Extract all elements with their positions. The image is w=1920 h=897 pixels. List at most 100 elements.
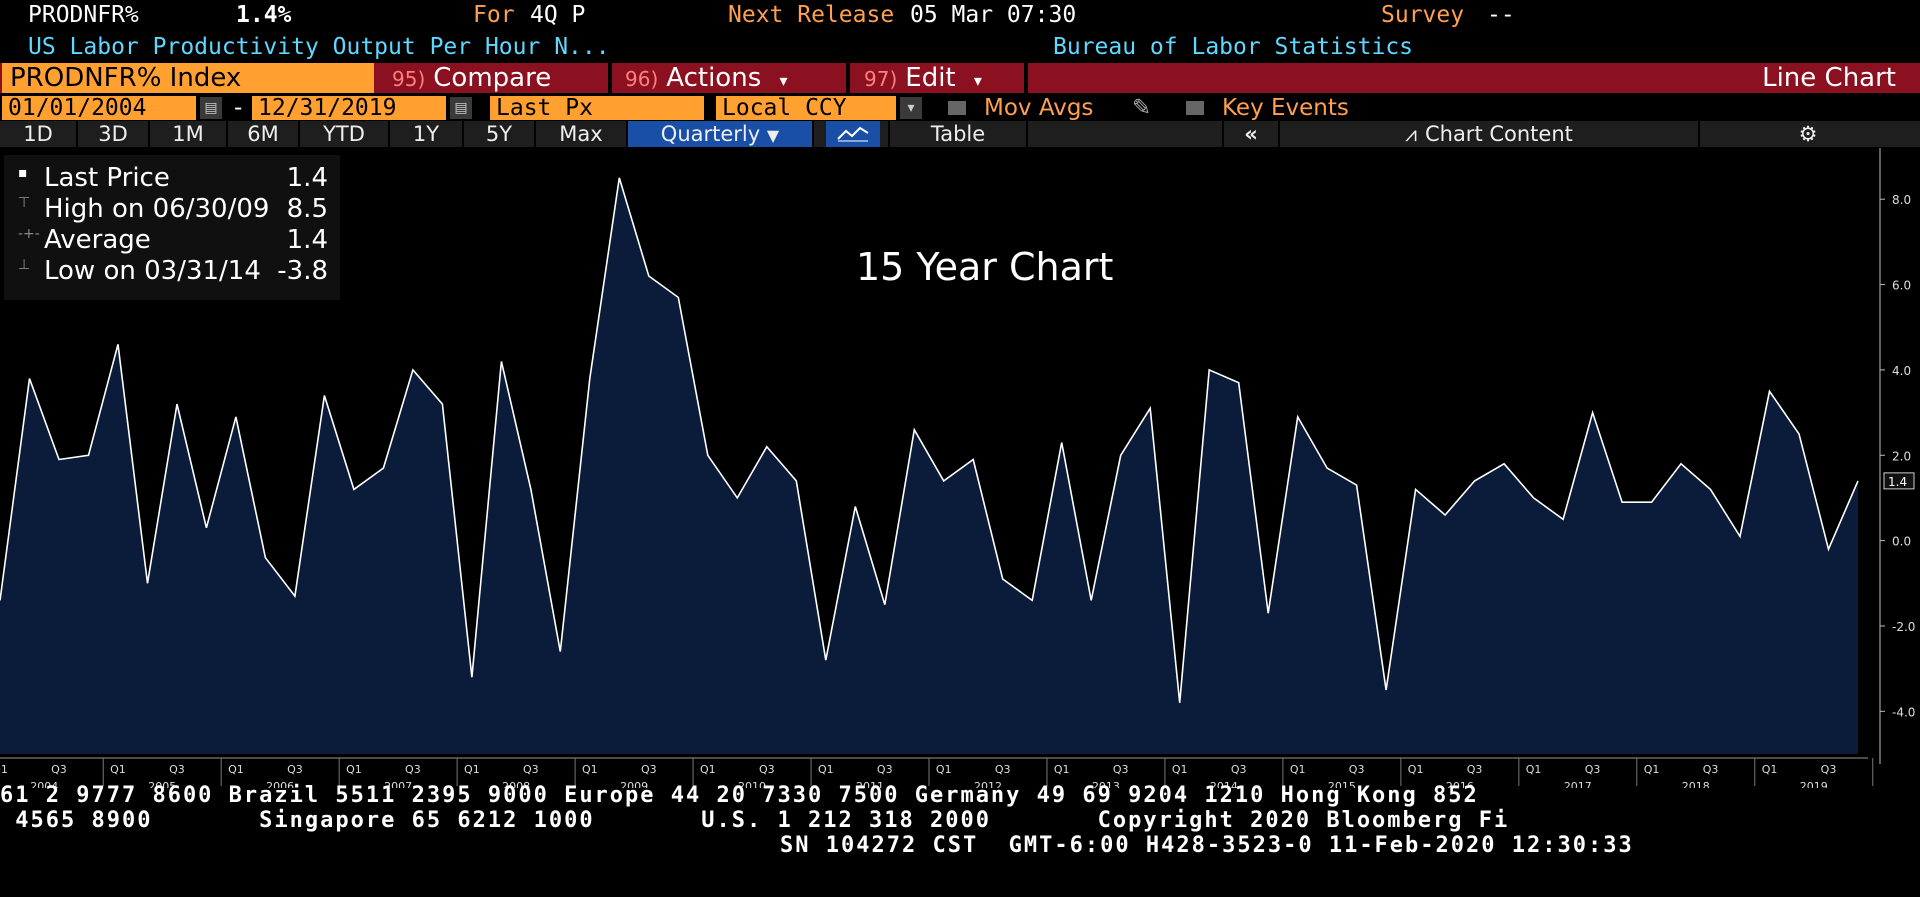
currency-select[interactable]: Local CCY: [716, 96, 896, 120]
quarter-label: Q1: [1644, 763, 1660, 776]
range-1y[interactable]: 1Y: [412, 122, 440, 146]
quarter-label: Q1: [1408, 763, 1424, 776]
quarter-label: Q3: [1703, 763, 1719, 776]
quarter-label: Q1: [464, 763, 480, 776]
calendar-icon[interactable]: ▤: [450, 97, 472, 119]
range-1m[interactable]: 1M: [172, 122, 204, 146]
actions-label: Actions: [666, 63, 762, 93]
actions-button[interactable]: 96) Actions ▾: [625, 63, 788, 93]
legend-low-label: Low on 03/31/14: [44, 256, 261, 286]
table-button[interactable]: Table: [930, 122, 986, 146]
gear-icon[interactable]: ⚙: [1798, 122, 1818, 146]
quarter-label: Q1: [582, 763, 598, 776]
security-field[interactable]: PRODNFR% Index: [2, 63, 374, 93]
quarter-label: Q3: [877, 763, 893, 776]
mov-avgs-checkbox[interactable]: [948, 101, 966, 115]
quarter-label: Q3: [759, 763, 775, 776]
quarter-label: Q3: [995, 763, 1011, 776]
year-label: 2008: [502, 780, 530, 788]
frequency-select[interactable]: Quarterly ▼: [628, 121, 812, 147]
chart-content-button[interactable]: ⩘ Chart Content: [1280, 121, 1698, 147]
start-date-input[interactable]: 01/01/2004: [2, 96, 196, 120]
range-ytd[interactable]: YTD: [323, 122, 365, 146]
description-row: US Labor Productivity Output Per Hour N.…: [0, 32, 1920, 62]
frequency-label: Quarterly: [660, 122, 761, 146]
mov-avgs-label: Mov Avgs: [984, 95, 1094, 121]
survey-label: Survey: [1381, 2, 1465, 28]
key-events-checkbox[interactable]: [1186, 101, 1204, 115]
year-label: 2011: [856, 780, 884, 788]
year-label: 2015: [1328, 780, 1356, 788]
price-field-select[interactable]: Last Px: [490, 96, 704, 120]
date-range-dash: -: [234, 95, 243, 121]
calendar-icon[interactable]: ▤: [200, 97, 222, 119]
y-tick-label: 6.0: [1892, 279, 1911, 293]
edit-number: 97): [864, 67, 898, 91]
next-release-value: 05 Mar 07:30: [910, 2, 1077, 28]
range-6m[interactable]: 6M: [247, 122, 279, 146]
last-value-label: 1.4: [1888, 475, 1907, 489]
year-label: 2005: [148, 780, 176, 788]
chevron-down-icon: ▾: [973, 71, 982, 90]
quarter-label: Q1: [936, 763, 952, 776]
range-5y[interactable]: 5Y: [485, 122, 513, 146]
quarter-label: Q3: [169, 763, 185, 776]
year-label: 2010: [738, 780, 766, 788]
year-label: 2009: [620, 780, 648, 788]
year-label: 2017: [1564, 780, 1592, 788]
series-line: [0, 177, 1859, 703]
year-label: 2012: [974, 780, 1002, 788]
quarter-label: Q1: [700, 763, 716, 776]
line-chart-icon[interactable]: [826, 121, 880, 147]
quarter-label: Q3: [287, 763, 303, 776]
y-tick-label: 2.0: [1892, 449, 1911, 463]
quarter-label: Q1: [1054, 763, 1070, 776]
range-1d[interactable]: 1D: [23, 122, 53, 146]
legend-average-icon: -+-: [18, 226, 40, 242]
legend-high-value: 8.5: [286, 194, 328, 224]
period-label: For: [473, 2, 515, 28]
quarter-label: Q1: [346, 763, 362, 776]
legend-high-icon: ⊤: [18, 195, 31, 211]
quarter-label: Q3: [641, 763, 657, 776]
quarter-label: Q3: [1821, 763, 1837, 776]
key-events-label: Key Events: [1222, 95, 1349, 121]
chart-legend: ▪ Last Price 1.4 ⊤ High on 06/30/09 8.5 …: [4, 155, 340, 300]
quarter-label: Q1: [0, 763, 8, 776]
y-tick-label: -2.0: [1892, 620, 1915, 634]
last-value-tag: [1883, 472, 1915, 490]
range-max[interactable]: Max: [559, 122, 603, 146]
end-date-input[interactable]: 12/31/2019: [252, 96, 446, 120]
quarter-label: Q1: [818, 763, 834, 776]
security-description: US Labor Productivity Output Per Hour N.…: [28, 34, 610, 60]
survey-value: --: [1487, 2, 1515, 28]
quarter-label: Q3: [1231, 763, 1247, 776]
range-3d[interactable]: 3D: [98, 122, 128, 146]
chevron-down-icon[interactable]: ▾: [900, 97, 922, 119]
legend-last-price-value: 1.4: [286, 163, 328, 193]
year-label: 2006: [266, 780, 294, 788]
year-label: 2019: [1800, 780, 1828, 788]
collapse-icon[interactable]: «: [1244, 122, 1258, 146]
quarter-label: Q1: [1762, 763, 1778, 776]
compare-button[interactable]: 95) Compare: [392, 63, 551, 93]
chart-content-icon: ⩘: [1405, 122, 1417, 146]
edit-button[interactable]: 97) Edit ▾: [864, 63, 982, 93]
y-tick-label: 4.0: [1892, 364, 1911, 378]
data-source: Bureau of Labor Statistics: [1053, 34, 1414, 60]
quote-header: PRODNFR% 1.4% For 4Q P Next Release 05 M…: [0, 0, 1920, 30]
chart-title: 15 Year Chart: [856, 245, 1114, 289]
quarter-label: Q1: [1290, 763, 1306, 776]
actions-number: 96): [625, 67, 659, 91]
chevron-down-icon: ▾: [779, 71, 788, 90]
year-label: 2007: [384, 780, 412, 788]
quarter-label: Q3: [405, 763, 421, 776]
chart-content-label: Chart Content: [1424, 122, 1573, 146]
pencil-icon[interactable]: ✎: [1132, 95, 1152, 121]
year-label: 2004: [30, 780, 58, 788]
quarter-label: Q1: [110, 763, 126, 776]
year-label: 2018: [1682, 780, 1710, 788]
ticker-symbol: PRODNFR%: [28, 2, 139, 28]
y-tick-label: -4.0: [1892, 705, 1915, 719]
legend-high-label: High on 06/30/09: [44, 194, 270, 224]
